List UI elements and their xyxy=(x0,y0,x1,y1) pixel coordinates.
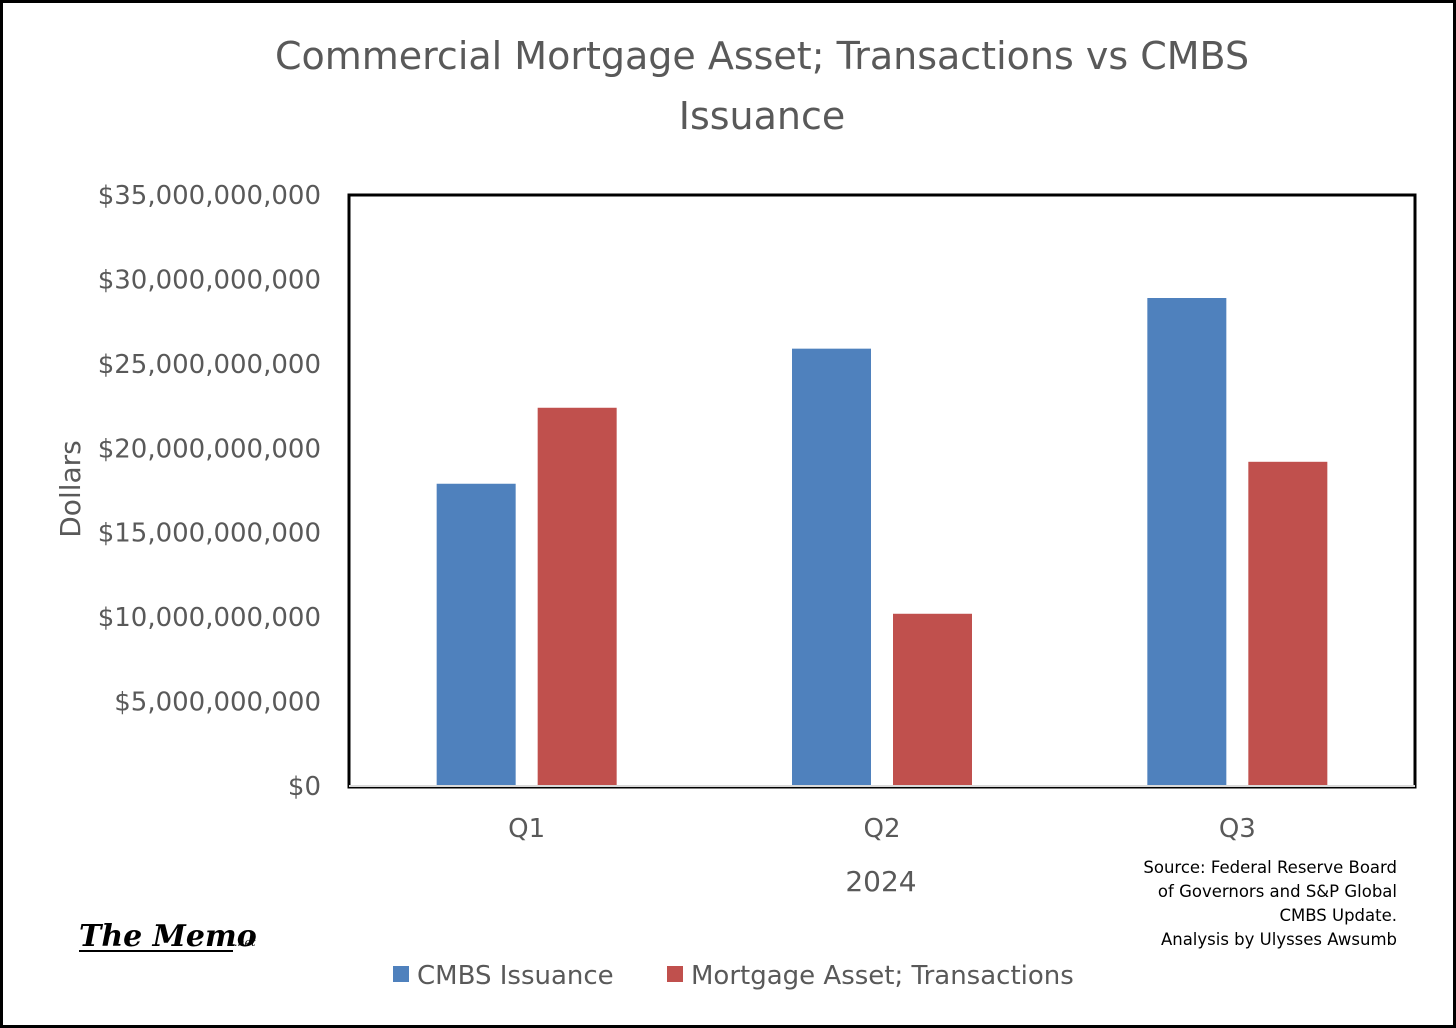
y-tick-label: $10,000,000,000 xyxy=(98,603,321,633)
x-axis-ticks: Q1 Q2 Q3 xyxy=(508,814,1256,844)
y-tick-label: $5,000,000,000 xyxy=(114,688,321,718)
bars xyxy=(436,298,1328,786)
y-tick-label: $15,000,000,000 xyxy=(98,519,321,549)
x-tick-label-q3: Q3 xyxy=(1219,814,1256,844)
the-memo-logo: The Memo .net xyxy=(79,919,257,954)
bar-cmbs-issuance-q3 xyxy=(1147,298,1227,786)
x-axis-title: 2024 xyxy=(845,865,916,898)
chart-title-line-1: Commercial Mortgage Asset; Transactions … xyxy=(275,34,1249,78)
x-tick-label-q1: Q1 xyxy=(508,814,545,844)
bar-mortgage-asset-transactions-q1 xyxy=(537,407,617,786)
legend-swatch-cmbs-issuance xyxy=(393,966,409,982)
legend-swatch-mortgage-asset-transactions xyxy=(667,966,683,982)
source-line-1: Source: Federal Reserve Board xyxy=(1143,858,1397,877)
y-tick-label: $20,000,000,000 xyxy=(98,434,321,464)
source-line-3: CMBS Update. xyxy=(1279,906,1397,925)
bar-chart: Commercial Mortgage Asset; Transactions … xyxy=(54,34,1417,991)
x-tick-label-q2: Q2 xyxy=(863,814,900,844)
y-tick-label: $35,000,000,000 xyxy=(98,181,321,211)
legend: CMBS Issuance Mortgage Asset; Transaction… xyxy=(393,961,1074,991)
chart-title-line-2: Issuance xyxy=(679,94,846,138)
bar-cmbs-issuance-q2 xyxy=(792,348,871,786)
y-axis-ticks: $0 $5,000,000,000 $10,000,000,000 $15,000,0… xyxy=(98,181,321,802)
legend-label-mortgage-asset-transactions: Mortgage Asset; Transactions xyxy=(691,961,1074,991)
y-axis-title: Dollars xyxy=(54,440,87,538)
y-tick-label: $0 xyxy=(288,772,321,802)
y-tick-label: $30,000,000,000 xyxy=(98,265,321,295)
source-line-4: Analysis by Ulysses Awsumb xyxy=(1161,930,1397,949)
bar-mortgage-asset-transactions-q3 xyxy=(1248,461,1328,786)
bar-mortgage-asset-transactions-q2 xyxy=(893,613,972,786)
y-tick-label: $25,000,000,000 xyxy=(98,350,321,380)
bar-cmbs-issuance-q1 xyxy=(436,483,516,786)
logo-suffix-text: .net xyxy=(234,936,256,949)
logo-main-text: The Memo xyxy=(79,919,257,954)
source-line-2: of Governors and S&P Global xyxy=(1158,882,1397,901)
legend-label-cmbs-issuance: CMBS Issuance xyxy=(417,961,614,991)
